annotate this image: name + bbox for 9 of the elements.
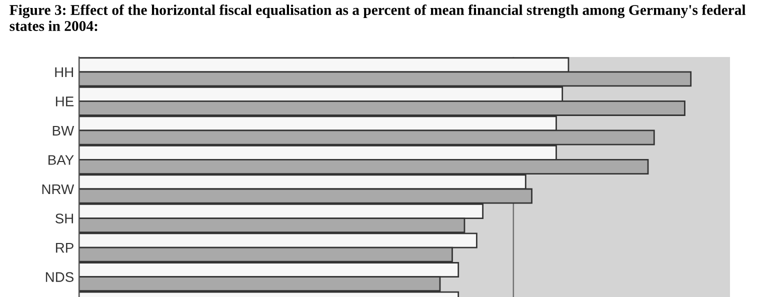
chart-title: Figure 3: Effect of the horizontal fiscal equalisation as a percent of mean financial strength among Germany's federal states in 2004: <box>10 4 746 32</box>
y-tick-label: SH <box>55 214 74 224</box>
y-tick-label: HE <box>56 96 74 106</box>
y-tick-label: NDS <box>46 272 74 282</box>
y-tick-label: HH <box>55 67 74 77</box>
y-tick-label: BAY <box>48 155 74 165</box>
y-tick-label: RP <box>56 243 74 253</box>
y-tick-label: BW <box>52 126 74 136</box>
y-tick-label: NRW <box>42 184 74 194</box>
